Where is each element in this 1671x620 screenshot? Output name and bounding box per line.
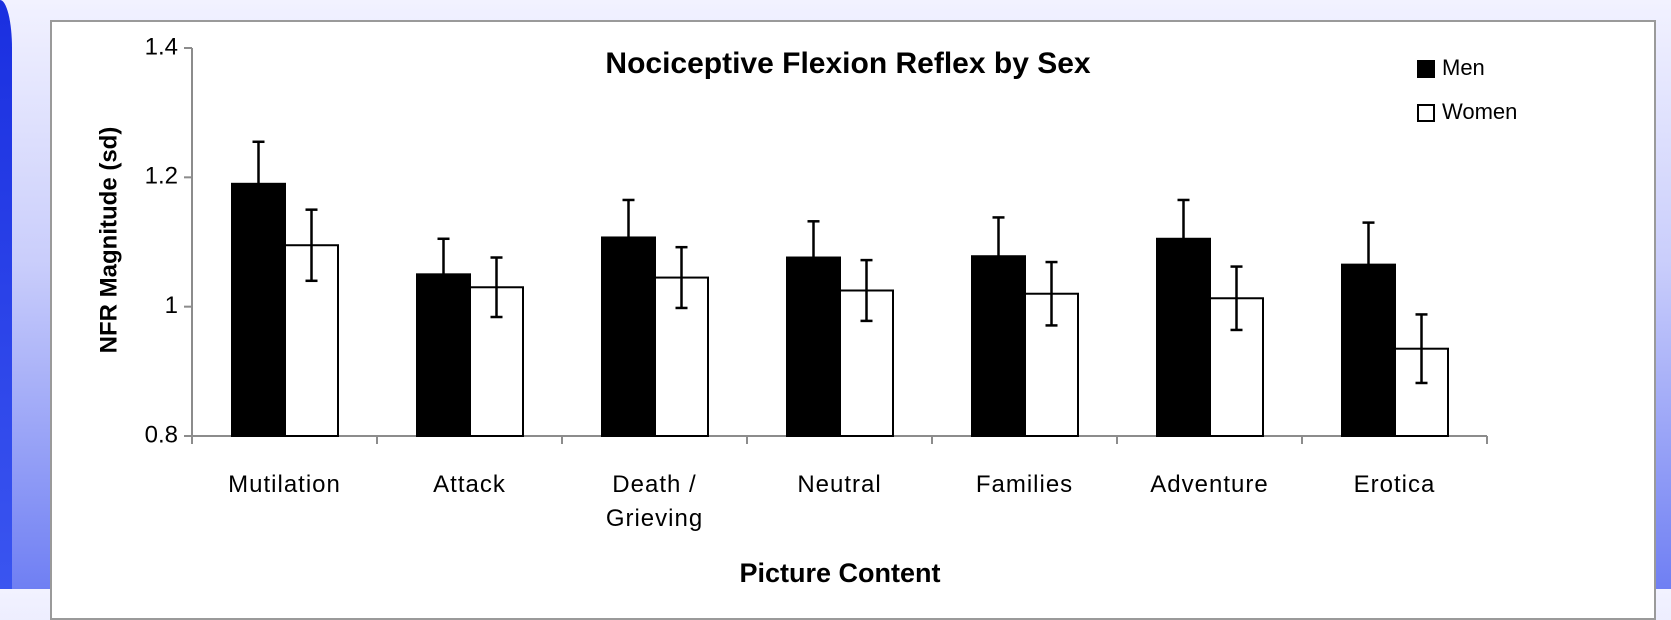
y-tick-label: 0.8 [145,421,178,448]
x-axis-label: Picture Content [739,558,940,588]
x-tick-label: Attack [433,471,506,498]
x-tick-label: Erotica [1353,471,1436,498]
chart: Nociceptive Flexion Reflex by Sex Pictur… [95,33,1517,588]
x-tick-label: Families [975,471,1074,498]
chart-title: Nociceptive Flexion Reflex by Sex [605,47,1091,80]
x-tick-label: Mutilation [228,471,341,498]
edge-decoration [0,0,12,589]
legend-swatch [1417,104,1435,122]
legend-swatch [1417,60,1435,78]
y-axis-label: NFR Magnitude (sd) [95,127,122,354]
x-tick-label: Adventure [1150,471,1269,498]
y-tick-label: 1.2 [145,163,178,190]
legend-label: Men [1442,55,1485,80]
y-tick-label: 1 [165,292,178,319]
x-tick-label: Death / Grieving [605,471,704,532]
y-tick-label: 1.4 [145,33,178,60]
legend-label: Women [1442,99,1517,124]
x-tick-label: Neutral [797,471,882,498]
